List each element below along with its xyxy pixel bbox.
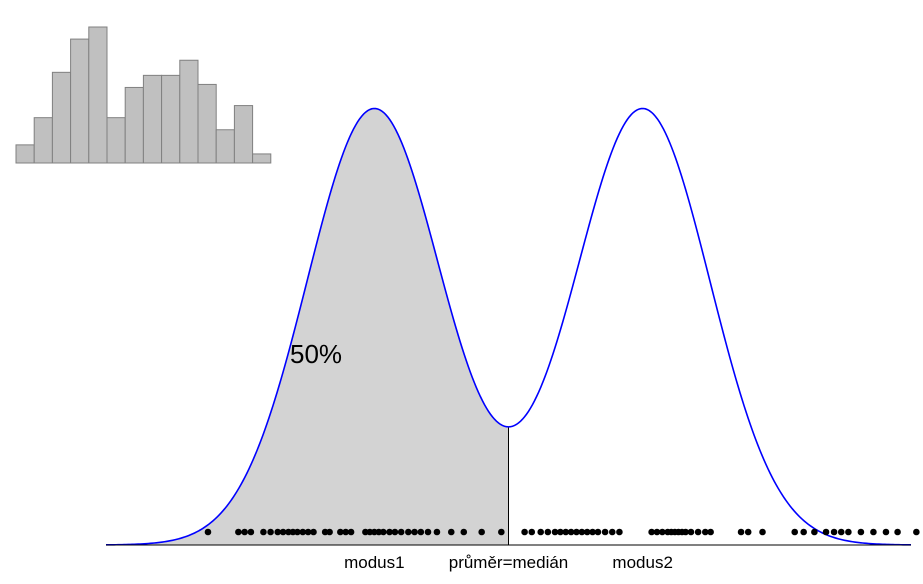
rug-point <box>882 528 890 536</box>
rug-point <box>528 528 536 536</box>
rug-point <box>830 528 838 536</box>
rug-point <box>913 528 920 536</box>
histogram-bar <box>215 129 235 164</box>
rug-point <box>648 528 655 536</box>
histogram-bar <box>106 117 126 164</box>
rug-point <box>247 528 255 536</box>
histogram-bar <box>161 74 181 164</box>
histogram-bar <box>142 74 163 164</box>
rug-point <box>310 528 317 536</box>
histogram-bar <box>88 26 108 164</box>
rug-point <box>894 528 901 536</box>
rug-point <box>589 528 596 536</box>
tick-label-1: modus1 <box>344 553 404 572</box>
rug-point <box>811 528 818 536</box>
rug-point <box>601 528 609 536</box>
histogram-bar <box>33 117 53 164</box>
rug-point <box>682 528 689 536</box>
rug-point <box>800 528 807 536</box>
rug-point <box>845 528 852 536</box>
histogram-bar <box>51 71 72 164</box>
rug-point <box>521 528 528 536</box>
rug-point <box>417 528 425 536</box>
shaded-percent-label: 50% <box>290 339 342 369</box>
rug-point <box>583 528 591 536</box>
histogram-bar <box>233 105 254 164</box>
histogram-bar <box>252 153 272 164</box>
rug-point <box>447 528 455 536</box>
histogram-bar <box>197 83 217 164</box>
rug-point <box>347 528 355 536</box>
rug-point <box>405 528 412 536</box>
rug-point <box>342 528 350 536</box>
histogram-bar <box>15 144 35 164</box>
rug-point <box>791 528 799 536</box>
rug-point <box>737 528 745 536</box>
rug-point <box>870 528 877 536</box>
histogram-bar <box>179 59 199 164</box>
rug-point <box>653 528 661 536</box>
rug-point <box>337 528 344 536</box>
rug-point <box>551 528 559 536</box>
rug-point <box>433 528 441 536</box>
rug-points <box>204 528 920 536</box>
rug-point <box>299 528 307 536</box>
rug-point <box>822 528 830 536</box>
rug-point <box>557 528 564 536</box>
rug-point <box>659 528 666 536</box>
shaded-area-left-half <box>106 108 509 546</box>
rug-point <box>304 528 312 536</box>
rug-point <box>498 528 505 536</box>
rug-point <box>235 528 242 536</box>
rug-point <box>857 528 865 536</box>
rug-point <box>544 528 552 536</box>
rug-point <box>759 528 766 536</box>
histogram-bar <box>70 38 90 164</box>
rug-point <box>379 528 387 536</box>
tick-label-2: průměr=medián <box>449 553 569 572</box>
rug-point <box>837 528 845 536</box>
rug-point <box>578 528 586 536</box>
x-tick-labels: modus1 průměr=medián modus2 <box>344 553 673 572</box>
rug-point <box>701 528 709 536</box>
rug-point <box>279 528 287 536</box>
rug-point <box>460 528 468 536</box>
rug-point <box>386 528 393 536</box>
rug-point <box>567 528 575 536</box>
rug-point <box>562 528 570 536</box>
histogram-bar <box>124 86 144 164</box>
rug-point <box>397 528 405 536</box>
rug-point <box>478 528 485 536</box>
rug-point <box>687 528 695 536</box>
rug-point <box>260 528 267 536</box>
rug-point <box>573 528 580 536</box>
rug-point <box>241 528 248 536</box>
rug-point <box>707 528 714 536</box>
rug-point <box>694 528 702 536</box>
density-curve <box>105 107 912 546</box>
rug-point <box>294 528 301 536</box>
rug-point <box>616 528 623 536</box>
tick-label-3: modus2 <box>612 553 672 572</box>
rug-point <box>391 528 399 536</box>
rug-point <box>537 528 544 536</box>
histogram-inset <box>15 26 272 164</box>
rug-point <box>267 528 274 536</box>
rug-point <box>424 528 432 536</box>
rug-point <box>608 528 616 536</box>
rug-point <box>744 528 752 536</box>
rug-point <box>594 528 602 536</box>
rug-point <box>326 528 333 536</box>
rug-point <box>204 528 212 536</box>
rug-point <box>274 528 282 536</box>
rug-point <box>411 528 418 536</box>
